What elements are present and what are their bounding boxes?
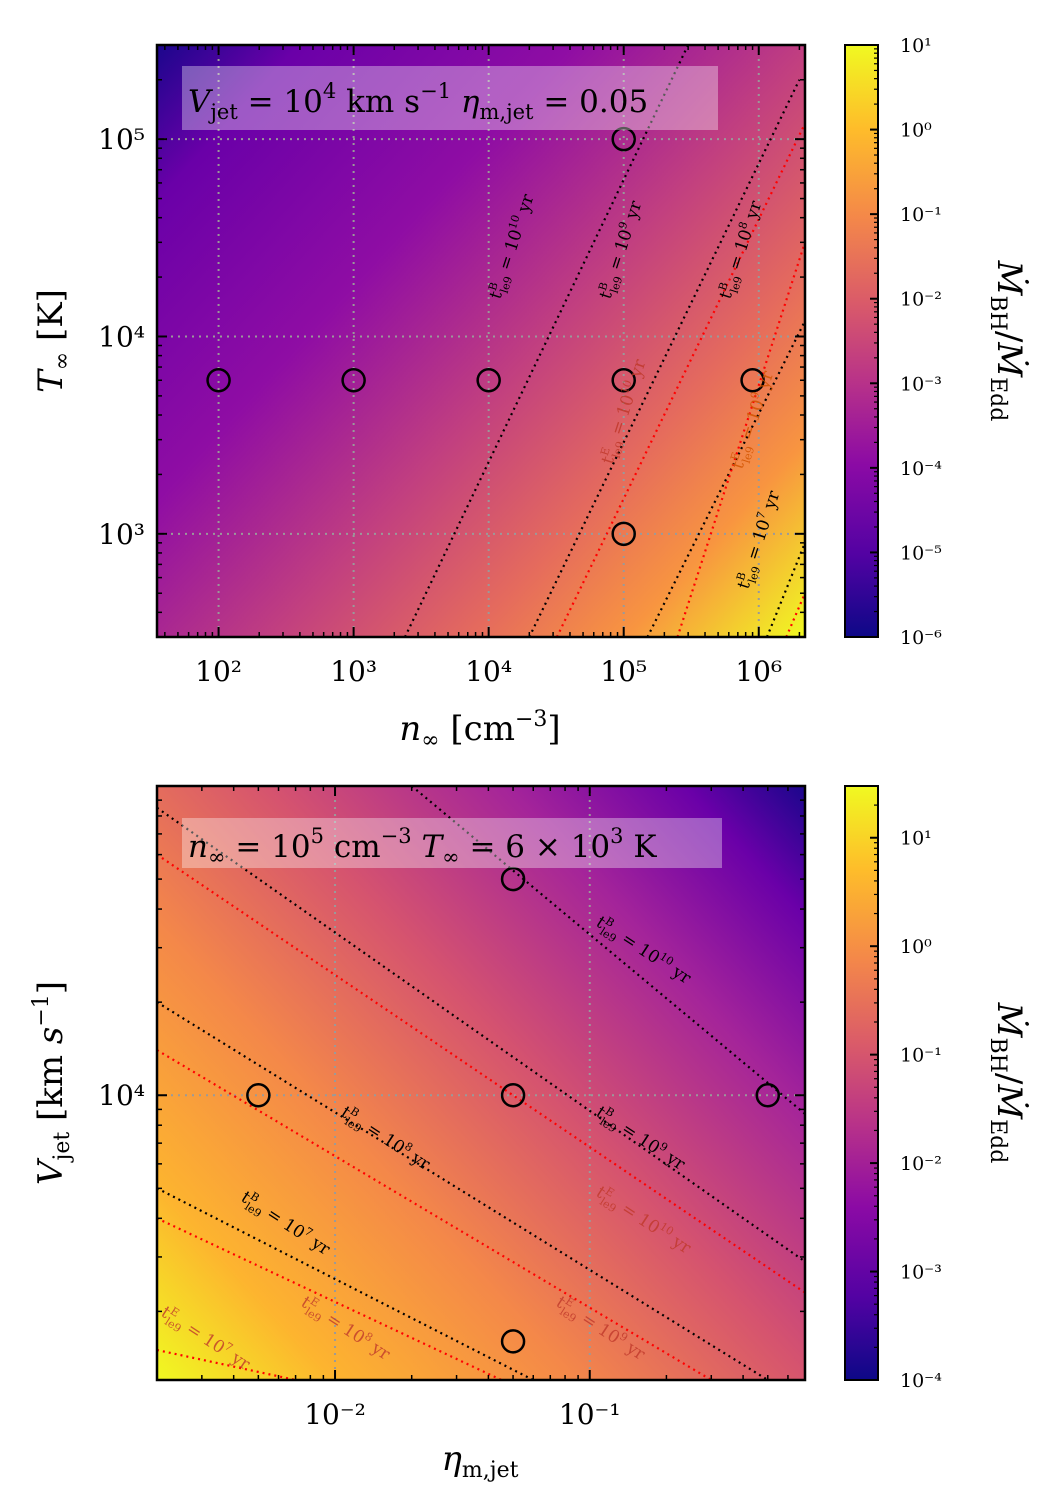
colorbar-ticks-bottom: 10⁻⁴ 10⁻³ 10⁻² 10⁻¹ 10⁰ 10¹ <box>870 804 942 1392</box>
x-tick-label: 10⁴ <box>465 655 512 688</box>
contours-top <box>404 45 805 637</box>
y-tick-label: 10⁵ <box>98 123 145 156</box>
colorbar-tick-label: 10⁻² <box>900 289 942 311</box>
y-tick-label: 10⁴ <box>98 1079 145 1112</box>
colorbar-top <box>844 44 879 638</box>
colorbar-tick-label: 10⁻¹ <box>900 1045 942 1067</box>
x-axis-label-top: n∞ [cm−3] <box>399 707 560 753</box>
colorbar-tick-label: 10⁻¹ <box>900 204 942 226</box>
colorbar-tick-label: 10⁻³ <box>900 373 942 395</box>
grid-bottom <box>157 786 805 1380</box>
data-marker <box>740 368 765 393</box>
data-marker <box>500 1329 526 1354</box>
colorbar-tick-label: 10⁰ <box>900 120 932 142</box>
colorbar-bottom <box>844 785 879 1381</box>
colorbar-tick-label: 10⁻² <box>900 1153 942 1175</box>
data-marker <box>611 521 636 547</box>
data-marker <box>611 126 636 152</box>
data-marker <box>500 866 526 892</box>
colorbar-tick-label: 10⁻³ <box>900 1262 942 1284</box>
annotation-bottom: n∞ = 105 cm−3 T∞ = 6 × 103 K <box>188 824 657 869</box>
axes-frame-top <box>155 43 807 639</box>
contour-line <box>410 786 805 1115</box>
y-tick-label: 10³ <box>98 518 145 551</box>
x-tick-label: 10⁻² <box>304 1398 366 1431</box>
contour-line <box>157 853 805 1294</box>
colorbar-tick-label: 10⁻⁴ <box>900 1370 942 1392</box>
colorbar-label-top: ṀBH/ṀEdd <box>985 260 1029 422</box>
bottom-panel: tBle9 = 1010 yr tBle9 = 109 yr tBle9 = 1… <box>29 784 1029 1483</box>
contour-line <box>646 320 805 637</box>
colorbar-tick-label: 10¹ <box>900 828 932 850</box>
grid-top <box>157 45 805 637</box>
x-tick-label: 10⁶ <box>735 655 782 688</box>
x-axis-label-bottom: ηm,jet <box>442 1439 519 1483</box>
colorbar-ticks-top: 10⁻⁶ 10⁻⁵ 10⁻⁴ 10⁻³ 10⁻² 10⁻¹ 10⁰ 10¹ <box>870 35 942 649</box>
contour-line <box>555 123 805 637</box>
data-marker <box>500 1082 526 1108</box>
y-tick-label: 10⁴ <box>98 320 145 353</box>
contour-line <box>404 45 690 637</box>
markers-bottom <box>246 866 781 1354</box>
colorbar-tick-label: 10¹ <box>900 35 932 57</box>
colorbar-tick-label: 10⁰ <box>900 936 932 958</box>
data-marker <box>246 1082 271 1108</box>
axis-ticks-top: 10² 10³ 10⁴ 10⁵ 10⁶ 10³ 10⁴ 10⁵ <box>98 45 805 688</box>
colorbar-tick-label: 10⁻⁶ <box>900 627 942 649</box>
contour-line <box>785 592 805 637</box>
contour-line <box>765 542 805 637</box>
annotation-top: Vjet = 104 km s−1 ηm,jet = 0.05 <box>188 79 648 124</box>
data-marker <box>476 368 501 393</box>
contours-bottom <box>157 786 805 1380</box>
annotation-box <box>182 818 722 868</box>
colorbar-label-bottom: ṀBH/ṀEdd <box>985 1002 1029 1164</box>
data-marker <box>755 1082 781 1108</box>
data-marker <box>206 368 231 393</box>
x-tick-label: 10³ <box>330 655 377 688</box>
x-tick-label: 10⁵ <box>600 655 647 688</box>
x-tick-label: 10² <box>195 655 242 688</box>
colorbar-tick-label: 10⁻⁴ <box>900 458 942 480</box>
colorbar-tick-label: 10⁻⁵ <box>900 542 942 564</box>
y-axis-label-top: T∞ [K] <box>31 289 75 393</box>
heatmap-background-bottom <box>157 786 805 1380</box>
heatmap-background-top <box>157 45 805 637</box>
contour-line <box>157 1187 534 1380</box>
data-marker <box>611 368 636 393</box>
x-tick-label: 10⁻¹ <box>559 1398 621 1431</box>
y-axis-label-bottom: Vjet [km s−1] <box>29 981 75 1185</box>
markers-top <box>206 126 765 547</box>
data-marker <box>341 368 366 393</box>
annotation-box <box>182 66 718 130</box>
top-panel: tBle9 = 1010 yr tBle9 = 109 yr tBle9 = 1… <box>31 35 1029 753</box>
contour-line <box>528 79 801 637</box>
axis-ticks-bottom: 10⁻² 10⁻¹ 10⁴ <box>98 786 805 1431</box>
axes-frame-bottom <box>155 784 807 1382</box>
